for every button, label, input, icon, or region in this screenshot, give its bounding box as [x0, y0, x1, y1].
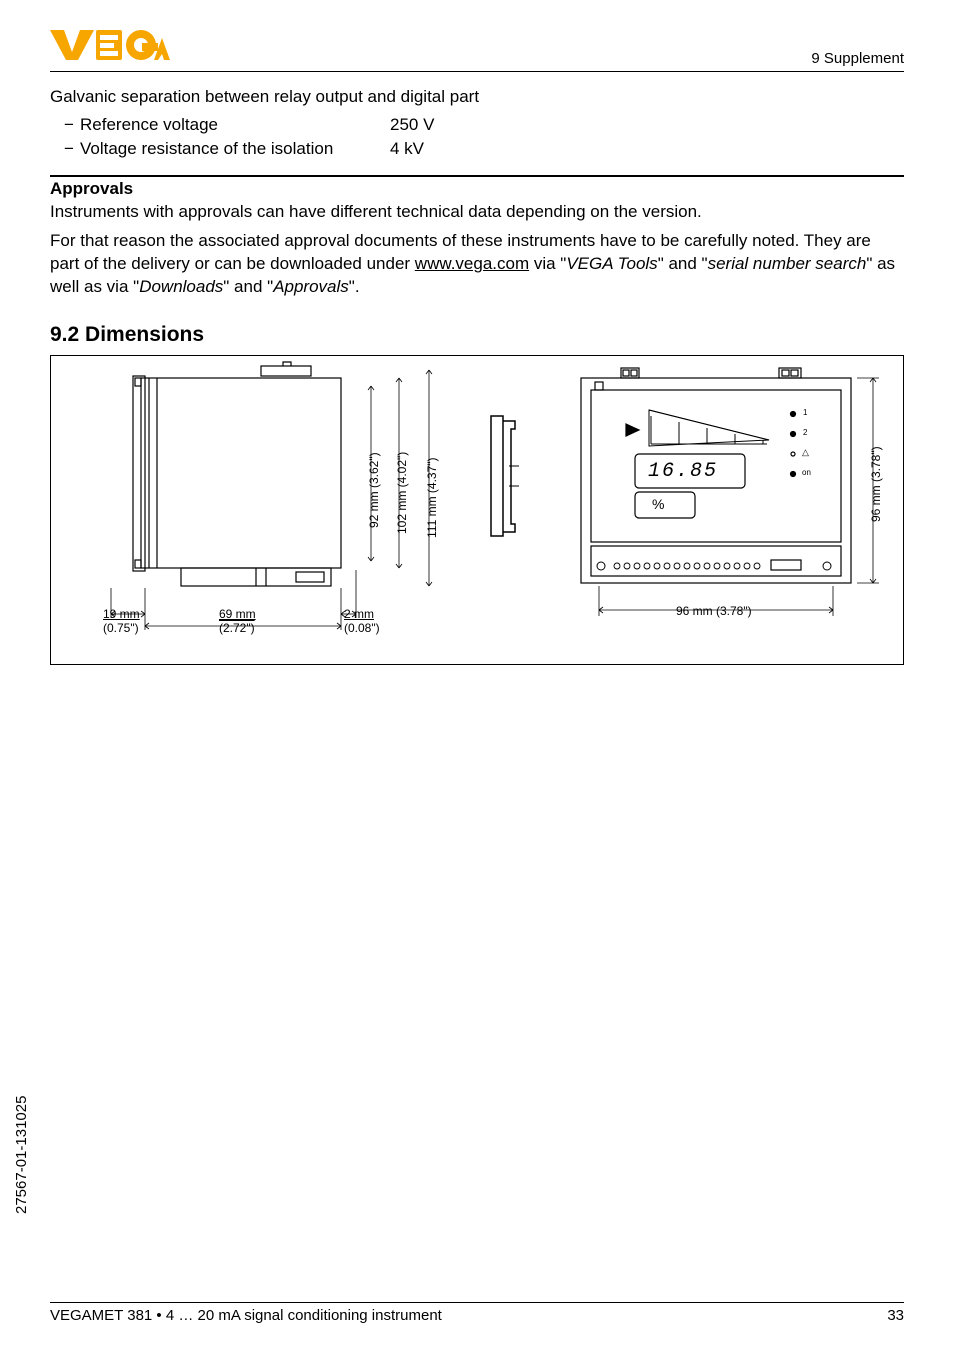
spec-label: Reference voltage	[80, 115, 390, 135]
txt: ".	[349, 277, 360, 296]
txt-i: VEGA Tools	[566, 254, 657, 273]
txt: via "	[529, 254, 566, 273]
spec-row: − Voltage resistance of the isolation 4 …	[50, 139, 904, 159]
footer-page: 33	[887, 1307, 904, 1324]
dim-label: 102 mm (4.02")	[395, 451, 409, 533]
txt-i: Downloads	[139, 277, 223, 296]
txt-i: Approvals	[273, 277, 349, 296]
spec-label: Voltage resistance of the isolation	[80, 139, 390, 159]
dimensions-figure: 19 mm(0.75") 69 mm(2.72") 2 mm(0.08") 92…	[50, 355, 904, 665]
dim-label: 2 mm(0.08")	[344, 607, 380, 635]
link-vega[interactable]: www.vega.com	[415, 254, 529, 273]
dim-label: 69 mm(2.72")	[219, 607, 256, 635]
footer-left: VEGAMET 381 • 4 … 20 mA signal condition…	[50, 1307, 442, 1324]
txt: " and "	[223, 277, 273, 296]
dash: −	[64, 139, 80, 159]
vega-logo	[50, 28, 170, 67]
approvals-line1: Instruments with approvals can have diff…	[50, 201, 904, 224]
display-value: 16.85	[648, 460, 718, 483]
approvals-heading: Approvals	[50, 175, 904, 199]
doc-number: 27567-01-131025	[13, 1096, 30, 1214]
dimensions-heading: 9.2 Dimensions	[50, 323, 904, 347]
spec-value: 4 kV	[390, 139, 424, 159]
spec-value: 250 V	[390, 115, 434, 135]
approvals-line2: For that reason the associated approval …	[50, 230, 904, 299]
dim-label: 96 mm (3.78")	[869, 446, 883, 522]
led-label: 1	[803, 408, 807, 417]
dim-label: 96 mm (3.78")	[676, 604, 752, 618]
led-label: on	[802, 468, 811, 477]
dim-label: 92 mm (3.62")	[367, 452, 381, 528]
dash: −	[64, 115, 80, 135]
galvanic-intro: Galvanic separation between relay output…	[50, 86, 904, 109]
led-label: 2	[803, 428, 807, 437]
dim-label: 111 mm (4.37")	[425, 457, 439, 538]
display-unit: %	[652, 496, 664, 512]
dim-label: 19 mm(0.75")	[103, 607, 140, 635]
txt-i: serial number search	[708, 254, 867, 273]
spec-row: − Reference voltage 250 V	[50, 115, 904, 135]
led-label: △	[802, 447, 809, 458]
header-section: 9 Supplement	[811, 50, 904, 67]
txt: " and "	[658, 254, 708, 273]
